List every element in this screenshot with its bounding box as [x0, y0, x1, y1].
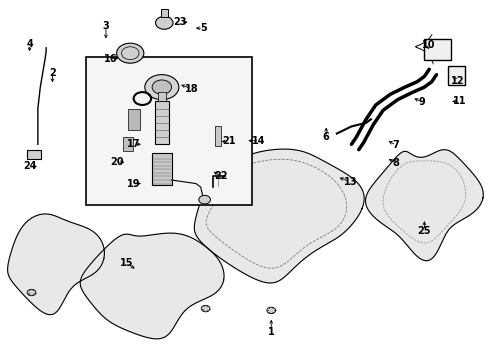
Bar — [86, 57, 251, 205]
Circle shape — [144, 75, 179, 100]
Text: 8: 8 — [392, 158, 399, 168]
Text: 22: 22 — [214, 171, 227, 181]
Bar — [152, 153, 171, 185]
Polygon shape — [194, 149, 364, 283]
Text: 23: 23 — [173, 17, 187, 27]
Text: 16: 16 — [104, 54, 117, 64]
Bar — [215, 126, 221, 146]
Text: 18: 18 — [185, 84, 199, 94]
Circle shape — [201, 305, 209, 312]
Bar — [154, 102, 169, 144]
Text: 14: 14 — [252, 136, 265, 146]
Text: 15: 15 — [120, 258, 133, 268]
Circle shape — [266, 307, 275, 314]
Text: 20: 20 — [110, 157, 123, 167]
Circle shape — [27, 289, 36, 296]
Text: 6: 6 — [322, 132, 329, 142]
Bar — [447, 66, 464, 85]
Text: 12: 12 — [450, 76, 463, 86]
Polygon shape — [80, 233, 224, 339]
Text: 3: 3 — [102, 21, 109, 31]
Text: 1: 1 — [267, 327, 274, 337]
Text: 24: 24 — [23, 161, 36, 171]
Bar — [27, 150, 41, 158]
Circle shape — [199, 195, 210, 204]
Text: 10: 10 — [421, 40, 434, 50]
Bar — [122, 137, 132, 152]
Text: 25: 25 — [417, 226, 430, 236]
Bar — [424, 39, 450, 60]
Text: 5: 5 — [200, 23, 206, 33]
Circle shape — [152, 80, 171, 94]
Text: 13: 13 — [343, 177, 357, 187]
Text: 11: 11 — [452, 96, 465, 107]
Polygon shape — [365, 150, 482, 261]
Text: 7: 7 — [392, 140, 399, 150]
Text: 17: 17 — [126, 139, 140, 149]
Text: 2: 2 — [49, 68, 56, 78]
Circle shape — [155, 17, 173, 29]
Text: 21: 21 — [222, 136, 235, 147]
Circle shape — [116, 43, 143, 63]
Bar — [127, 109, 140, 130]
Text: 4: 4 — [26, 39, 33, 49]
Bar — [161, 9, 168, 18]
Text: 9: 9 — [418, 97, 425, 107]
Bar — [158, 93, 165, 102]
Text: 19: 19 — [126, 179, 140, 189]
Polygon shape — [8, 214, 104, 315]
